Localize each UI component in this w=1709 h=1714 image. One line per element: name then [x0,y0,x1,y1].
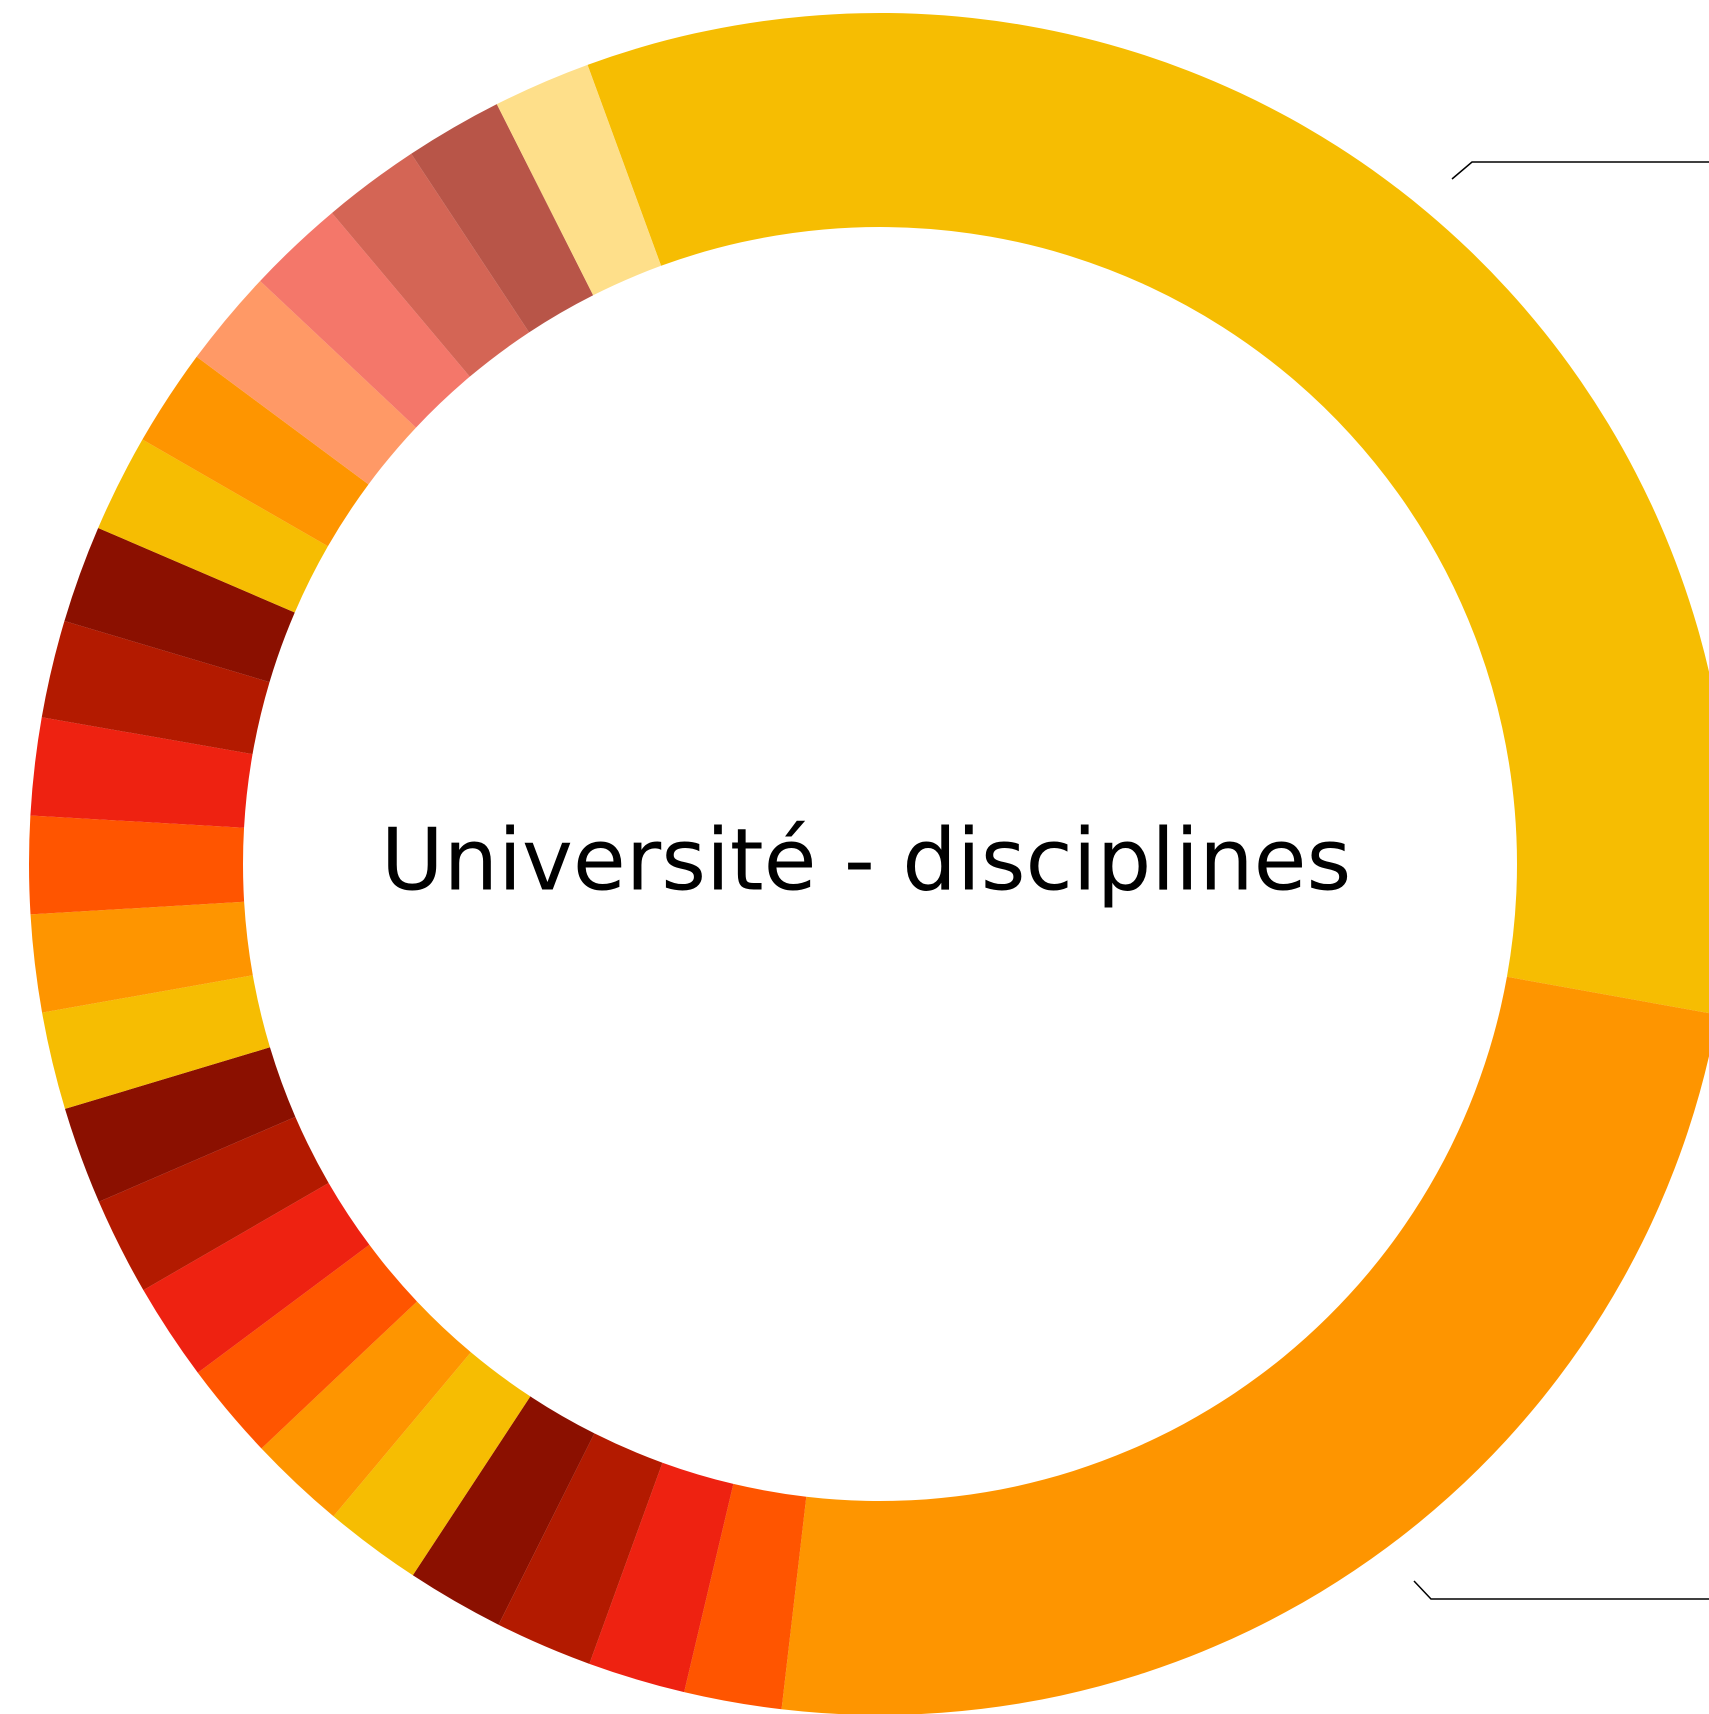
donut-slice [64,527,295,683]
donut-slice [28,815,245,915]
donut-slice [261,1301,471,1517]
donut-slice [589,1462,734,1693]
donut-slice [412,1396,595,1625]
donut-slice [64,1047,296,1202]
donut-slice [41,620,270,755]
donut-slice [197,1244,417,1449]
donut-slice [333,1352,531,1576]
chart-title: Université - disciplines [381,810,1352,910]
donut-slice [496,64,662,296]
donut-slice [196,280,417,485]
donut-slice [142,356,369,547]
donut-slice [781,976,1709,1714]
donut-slice [684,1483,807,1710]
donut-slice [30,901,253,1013]
leader-line [1451,161,1709,180]
donut-slice [260,212,470,428]
donut-slice [498,1433,663,1664]
donut-slice [98,439,328,613]
donut-slice [411,104,594,333]
donut-slice [331,153,530,377]
donut-slice [587,13,1709,1014]
donut [28,13,1709,1714]
donut-slice [42,975,270,1109]
donut-slice [30,717,253,828]
donut-slice [98,1116,329,1291]
donut-slice [143,1182,370,1373]
leader-line [1413,1580,1709,1600]
